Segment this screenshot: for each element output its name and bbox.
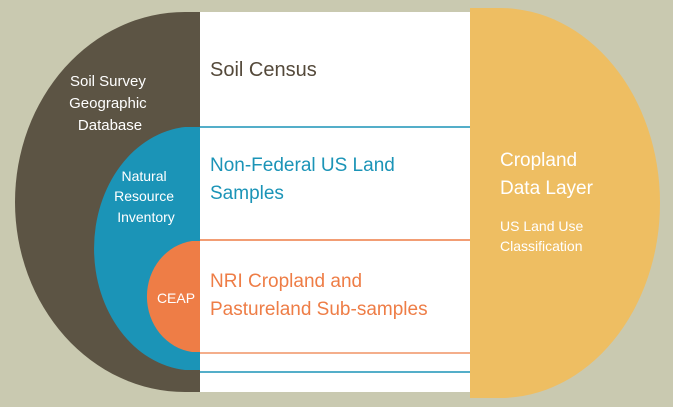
- soil-survey-label: Soil Survey Geographic Database: [69, 73, 151, 134]
- nri-cropland-label: NRI Cropland and Pastureland Sub-samples: [210, 271, 428, 320]
- cropland-data-layer-title: Cropland Data Layer: [500, 150, 594, 199]
- census-panel: [200, 12, 470, 392]
- cropland-data-layer-subtitle: US Land Use Classification: [500, 218, 587, 254]
- cropland-data-layer-shape: [470, 8, 660, 398]
- non-federal-land-label: Non-Federal US Land Samples: [210, 155, 400, 204]
- soil-census-label: Soil Census: [210, 59, 317, 81]
- ceap-shape: [146, 241, 200, 352]
- natural-resource-inventory-label: Natural Resource Inventory: [114, 168, 178, 225]
- ceap-label: CEAP: [157, 290, 195, 306]
